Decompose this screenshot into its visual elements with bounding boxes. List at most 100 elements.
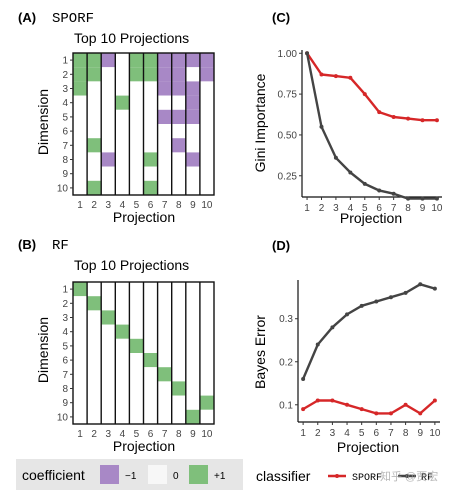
panel-a-cell: [171, 124, 186, 139]
panel-b-cell: [143, 409, 158, 424]
panel-a-cell: [143, 166, 158, 181]
panel-d-x-tick-label: 7: [388, 428, 394, 439]
panel-d-point-sporf: [432, 398, 437, 403]
panel-a-cell: [157, 67, 172, 82]
panel-a-cell: [73, 81, 88, 96]
panel-b-cell: [171, 395, 186, 410]
panel-b-cell: [157, 338, 172, 353]
panel-d-x-tick-label: 1: [300, 428, 306, 439]
panel-b-cell: [143, 310, 158, 325]
panel-b-x-tick-label: 3: [105, 429, 111, 440]
panel-b-cell: [199, 381, 214, 396]
panel-a-cell: [171, 180, 186, 195]
panel-a-cell: [171, 166, 186, 181]
panel-d-point-sporf: [374, 411, 379, 416]
panel-b-cell: [143, 324, 158, 339]
panel-a-cell: [101, 166, 116, 181]
panel-b-cell: [101, 324, 116, 339]
panel-a-y-tick-label: 4: [62, 98, 68, 109]
panel-b-cell: [171, 296, 186, 311]
panel-b-cell: [143, 282, 158, 297]
panel-c-point-rf: [319, 124, 324, 129]
panel-b-cell: [129, 409, 144, 424]
panel-b-cell: [115, 310, 130, 325]
panel-a-x-tick-label: 1: [77, 200, 83, 211]
panel-a-cell: [171, 81, 186, 96]
panel-b-cell: [87, 381, 102, 396]
panel-d-point-sporf: [330, 398, 335, 403]
panel-a-cell: [115, 109, 130, 124]
panel-c-series-line-sporf: [306, 52, 437, 122]
panel-a-y-tick-label: 3: [62, 84, 68, 95]
panel-b-cell: [185, 395, 200, 410]
panel-c-xlabel: Projection: [340, 210, 402, 226]
panel-d-x-tick-label: 9: [417, 428, 423, 439]
panel-b-frame: [72, 281, 215, 425]
panel-b-cell: [185, 310, 200, 325]
panel-b-cell: [101, 338, 116, 353]
panel-a-cell: [157, 180, 172, 195]
panel-b-cell: [157, 409, 172, 424]
panel-d-point-sporf: [301, 407, 306, 412]
panel-b-cell: [115, 338, 130, 353]
panel-b-cell: [185, 353, 200, 368]
panel-b-cell: [87, 282, 102, 297]
panel-c-point-rf: [406, 196, 411, 201]
panel-b-cell: [101, 381, 116, 396]
panel-a-cell: [157, 166, 172, 181]
panel-d-series-line-sporf: [302, 399, 436, 415]
panel-a-cell: [199, 152, 214, 167]
panel-a-cell: [185, 152, 200, 167]
panel-b-cell: [73, 395, 88, 410]
panel-b-cell: [171, 367, 186, 382]
panel-b-y-tick-label: 4: [62, 327, 68, 338]
panel-a-y-tick-label: 8: [62, 155, 68, 166]
panel-d-y-tick-label: 0.1: [279, 400, 293, 411]
coefficient-swatch-neg: [100, 465, 119, 484]
panel-b-cell: [115, 409, 130, 424]
panel-c-point-sporf: [348, 75, 353, 80]
panel-d-series-line-rf: [301, 283, 436, 380]
panel-a-cell: [101, 81, 116, 96]
panel-c-x-tick-label: 9: [420, 203, 426, 214]
panel-a-cell: [185, 138, 200, 153]
panel-b-cell: [129, 381, 144, 396]
panel-b-cell: [199, 409, 214, 424]
panel-d-label: (D): [272, 238, 290, 253]
panel-a-y-tick-label: 5: [62, 112, 68, 123]
classifier-label-rf: RF: [421, 473, 433, 484]
panel-c-y-tick-label: 0.75: [278, 90, 298, 101]
panel-a-x-tick-label: 3: [105, 200, 111, 211]
panel-b-cell: [157, 353, 172, 368]
panel-c-point-rf: [362, 181, 367, 186]
panel-b-cell: [87, 310, 102, 325]
panel-a-cell: [171, 95, 186, 110]
coefficient-label-zero: 0: [173, 471, 179, 482]
watermark: 知乎 @贾宏: [380, 469, 438, 483]
panel-a-cell: [73, 109, 88, 124]
panel-a-frame: [72, 52, 215, 196]
panel-a-cell: [199, 124, 214, 139]
panel-a-cell: [87, 95, 102, 110]
panel-d-point-rf: [301, 376, 306, 381]
panel-a-cell: [87, 67, 102, 82]
panel-d-point-rf: [345, 312, 350, 317]
panel-d-x-tick-label: 3: [330, 428, 336, 439]
panel-a-cell: [73, 138, 88, 153]
panel-c-ylabel: Gini Importance: [252, 73, 268, 172]
panel-a-cell: [101, 67, 116, 82]
panel-b-cell: [115, 324, 130, 339]
panel-c-x-tick-label: 10: [431, 203, 443, 214]
panel-b-cell: [129, 367, 144, 382]
panel-b-cell: [101, 282, 116, 297]
panel-a-title: Top 10 Projections: [74, 30, 189, 46]
panel-a-cell: [73, 180, 88, 195]
coefficient-label-pos: +1: [214, 471, 226, 482]
panel-b-y-tick-label: 1: [62, 285, 68, 296]
panel-c-x-tick-label: 1: [304, 203, 310, 214]
panel-c-point-sporf: [391, 114, 396, 119]
panel-a-cell: [129, 152, 144, 167]
panel-b-x-tick-label: 8: [176, 429, 182, 440]
panel-b-cell: [199, 310, 214, 325]
